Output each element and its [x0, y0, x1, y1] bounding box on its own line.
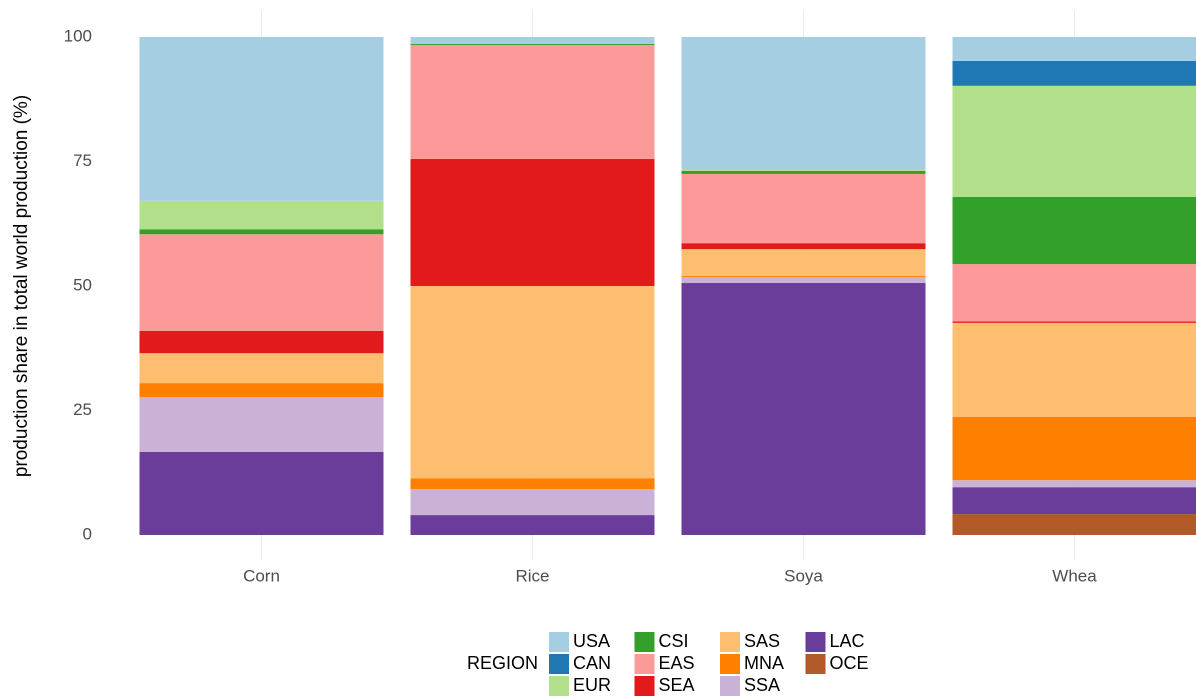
bar-segment — [139, 397, 384, 452]
y-axis-title: production share in total world producti… — [11, 95, 32, 477]
bar-segment — [952, 37, 1196, 61]
bar-segment — [139, 383, 384, 398]
bar-segment — [410, 489, 655, 516]
bar-segment — [681, 276, 926, 278]
bar-segment — [952, 487, 1196, 515]
legend-label: LAC — [830, 631, 865, 651]
legend-swatch — [549, 632, 569, 652]
legend-swatch — [634, 676, 655, 696]
legend-swatch — [720, 632, 740, 652]
legend-label: USA — [573, 631, 610, 651]
legend-swatch — [549, 676, 569, 696]
bar-segment — [952, 321, 1196, 323]
bar-segment — [952, 60, 1196, 86]
x-tick-label: Corn — [243, 566, 280, 585]
bar-segment — [139, 234, 384, 331]
bar-segment — [139, 353, 384, 384]
bar-segment — [139, 330, 384, 354]
x-tick-label: Rice — [515, 566, 549, 585]
legend-label: CAN — [573, 653, 611, 673]
bar-segment — [952, 85, 1196, 197]
bar-segment — [410, 478, 655, 490]
legend-label: EUR — [573, 675, 611, 695]
legend-swatch — [634, 654, 655, 674]
legend-label: OCE — [830, 653, 869, 673]
bar-segment — [410, 37, 655, 44]
bar-segment — [410, 159, 655, 286]
x-tick-label: Soya — [784, 566, 823, 585]
bar-segment — [681, 169, 926, 171]
bar-segment — [410, 43, 655, 45]
legend-title: REGION — [467, 653, 538, 673]
y-tick-label: 25 — [73, 400, 92, 419]
legend-swatch — [720, 676, 740, 696]
legend-swatch — [549, 654, 569, 674]
legend-label: CSI — [659, 631, 689, 651]
y-tick-label: 100 — [64, 26, 92, 45]
bar-segment — [681, 243, 926, 250]
y-tick-label: 75 — [73, 151, 92, 170]
bar-segment — [410, 44, 655, 160]
bar-segment — [952, 264, 1196, 322]
bar-segment — [681, 277, 926, 284]
bar-segment — [139, 200, 384, 230]
bar-segment — [681, 37, 926, 170]
bar-segment — [681, 249, 926, 277]
bar-segment — [410, 515, 655, 535]
legend-swatch — [720, 654, 740, 674]
bar-segment — [410, 286, 655, 479]
legend-swatch — [805, 632, 826, 652]
legend-label: MNA — [744, 653, 784, 673]
legend-label: SSA — [744, 675, 780, 695]
bar-segment — [952, 480, 1196, 488]
bar-segment — [952, 416, 1196, 481]
y-tick-label: 0 — [83, 524, 92, 543]
x-tick-label: Whea — [1052, 566, 1097, 585]
legend-label: SAS — [744, 631, 780, 651]
bar-segment — [139, 37, 384, 201]
bar-segment — [681, 170, 926, 174]
bar-segment — [681, 283, 926, 535]
bar-segment — [952, 322, 1196, 417]
legend-label: SEA — [659, 675, 695, 695]
bar-segment — [681, 173, 926, 244]
legend-label: EAS — [659, 653, 695, 673]
legend-swatch — [634, 632, 655, 652]
bar-segment — [139, 451, 384, 535]
bar-segment — [139, 229, 384, 235]
legend-swatch — [805, 654, 826, 674]
bar-segment — [952, 196, 1196, 265]
bar-segment — [952, 514, 1196, 535]
y-tick-label: 50 — [73, 275, 92, 294]
